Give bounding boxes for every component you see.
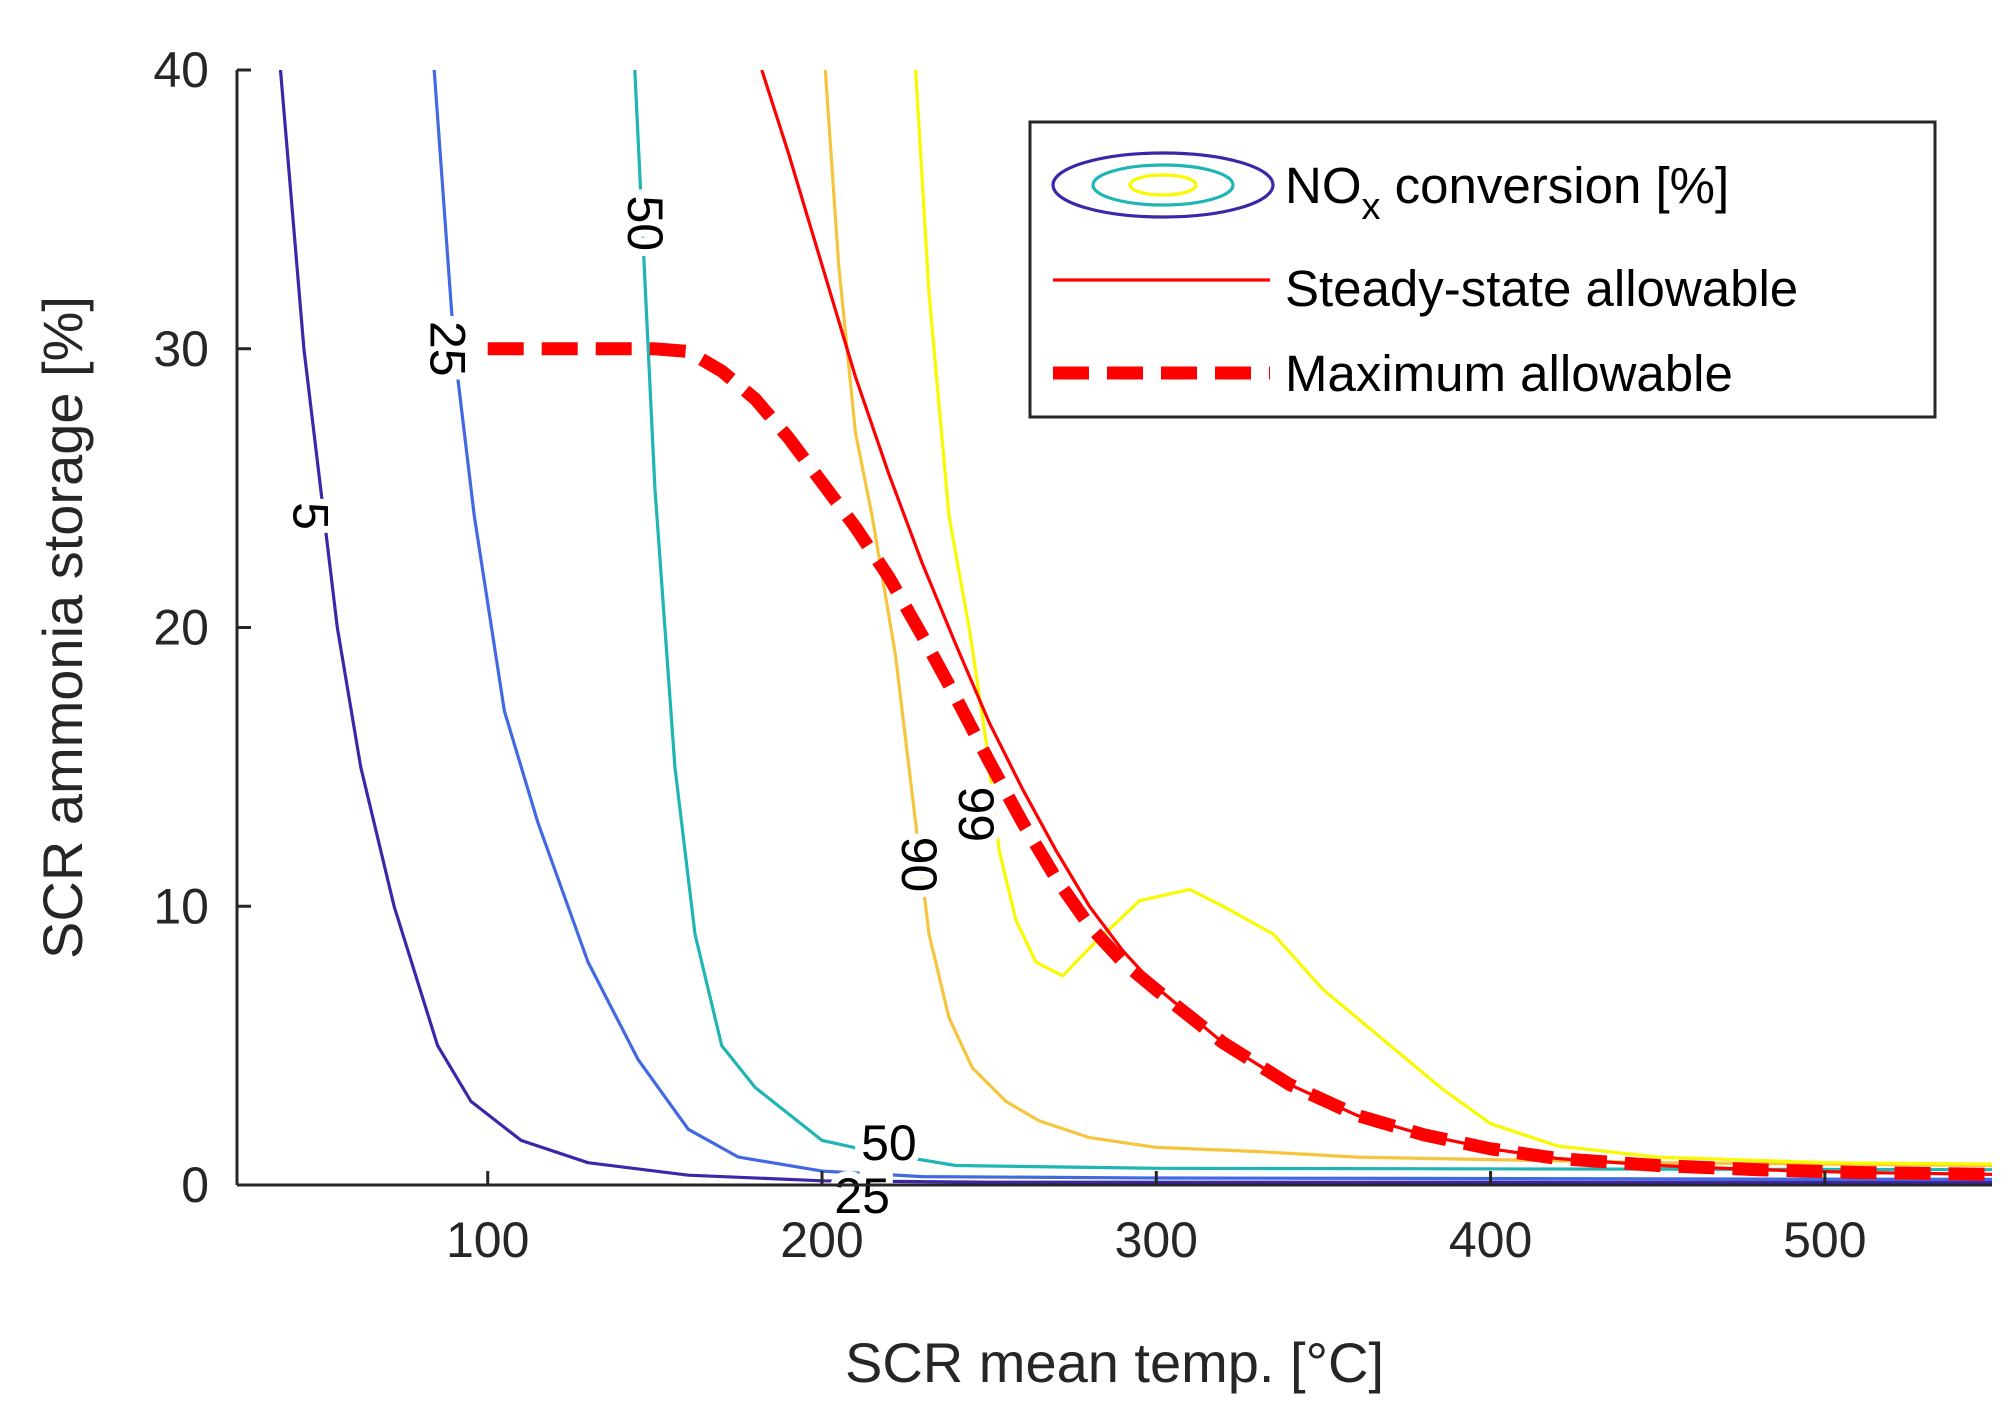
y-tick-label-40: 40 — [153, 42, 209, 98]
axes-layer: 100 200 300 400 500 0 10 20 30 40 SCR mean temp. [… — [31, 42, 1992, 1394]
x-tick-label-200: 200 — [780, 1212, 863, 1268]
series-maximum-allowable — [487, 342, 1992, 1181]
contour-label-25-0: 25 — [420, 321, 476, 377]
legend-contour-ellipse-outer — [1051, 151, 1275, 219]
x-tick-label-100: 100 — [446, 1212, 529, 1268]
y-tick-label-10: 10 — [153, 878, 209, 934]
contour-label-50-0: 50 — [617, 195, 673, 251]
contour-line-99 — [914, 70, 1992, 1166]
series-layer — [487, 70, 1992, 1181]
legend-entry-1: Steady-state allowable — [1285, 260, 1798, 317]
x-tick-label-300: 300 — [1115, 1212, 1198, 1268]
contour-label-90-0: 90 — [891, 837, 947, 893]
contour-label-99-0: 99 — [948, 786, 1004, 842]
legend-entry-2: Maximum allowable — [1285, 345, 1733, 402]
legend-entry-0: NOx conversion [%] — [1285, 157, 1729, 229]
contour-line-50 — [633, 70, 1992, 1172]
y-tick-label-0: 0 — [181, 1157, 209, 1213]
contour-label-25-1: 25 — [834, 1168, 890, 1224]
contour-line-25 — [432, 70, 1992, 1182]
legend: NOx conversion [%] Steady-state allowable… — [1028, 120, 1937, 419]
legend-contour-ellipse-middle — [1091, 163, 1235, 207]
contour-label-50-1: 50 — [861, 1115, 917, 1171]
x-tick-label-500: 500 — [1783, 1212, 1866, 1268]
contour-label-5-0: 5 — [283, 502, 339, 530]
y-tick-label-20: 20 — [153, 600, 209, 656]
legend-contour-ellipse-inner — [1128, 173, 1198, 197]
y-tick-label-30: 30 — [153, 321, 209, 377]
x-tick-label-400: 400 — [1449, 1212, 1532, 1268]
y-axis-label: SCR ammonia storage [%] — [31, 296, 94, 959]
x-axis-label: SCR mean temp. [°C] — [845, 1331, 1384, 1394]
contour-line-90 — [823, 70, 1992, 1168]
